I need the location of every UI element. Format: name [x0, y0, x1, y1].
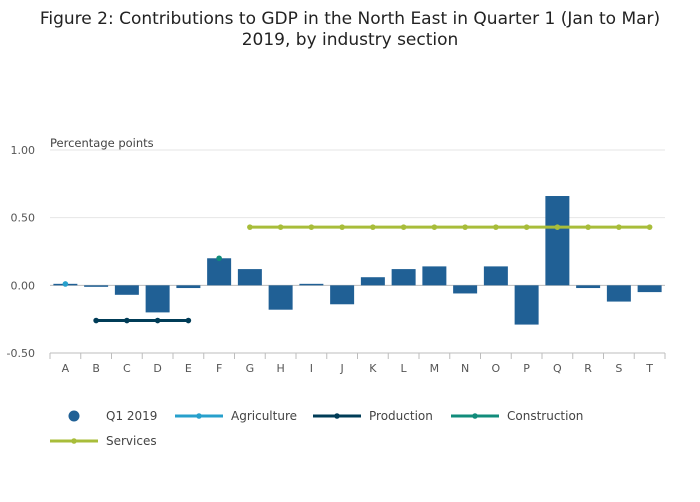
- bar: [268, 285, 293, 310]
- x-tick-label: S: [615, 362, 622, 375]
- bar: [391, 269, 416, 286]
- bars: [53, 196, 662, 325]
- series-point: [554, 224, 561, 230]
- y-axis-ticks: 1.00 0.50 0.00 -0.50: [7, 144, 35, 360]
- series-point: [308, 224, 315, 230]
- bar: [483, 266, 508, 286]
- legend-marker: [196, 413, 202, 419]
- series-point: [493, 224, 499, 230]
- legend-marker: [71, 438, 77, 444]
- x-tick-label: K: [369, 362, 377, 375]
- bar: [207, 258, 232, 286]
- chart-title-line-1: Figure 2: Contributions to GDP in the No…: [40, 9, 660, 29]
- legend-label: Q1 2019: [106, 409, 157, 423]
- bar: [330, 285, 355, 305]
- x-tick-label: I: [310, 362, 313, 375]
- grid-lines: [50, 149, 665, 354]
- y-tick-label: -0.50: [7, 347, 35, 360]
- series-point: [370, 224, 376, 230]
- series-lines: [62, 224, 653, 324]
- x-tick-label: E: [185, 362, 192, 375]
- legend-marker: [68, 410, 80, 422]
- x-tick-label: H: [276, 362, 284, 375]
- bar: [606, 285, 631, 302]
- bar: [576, 285, 601, 289]
- series-point: [616, 224, 622, 230]
- series-point: [431, 224, 438, 230]
- chart-title-line-2: 2019, by industry section: [242, 30, 459, 50]
- series-point: [523, 224, 530, 230]
- bar: [114, 285, 139, 295]
- x-tick-label: R: [584, 362, 592, 375]
- x-axis: A B C D E F G H I J K L M N O P Q R S T: [49, 352, 666, 375]
- y-axis-label: Percentage points: [50, 136, 154, 150]
- y-tick-label: 0.50: [11, 212, 36, 225]
- series-point: [124, 317, 130, 324]
- series-point: [339, 224, 345, 230]
- x-tick-label: C: [123, 362, 131, 375]
- legend-marker: [334, 413, 340, 419]
- bar: [422, 266, 447, 286]
- x-tick-label: L: [401, 362, 408, 375]
- series-point: [462, 224, 468, 230]
- legend-label: Construction: [507, 409, 583, 423]
- x-tick-label: D: [153, 362, 161, 375]
- y-tick-label: 1.00: [11, 144, 36, 157]
- x-tick-label: A: [62, 362, 70, 375]
- bar: [237, 269, 262, 286]
- x-tick-label: T: [645, 362, 653, 375]
- x-tick-label: J: [340, 362, 344, 375]
- x-tick-label: P: [523, 362, 530, 375]
- series-point: [646, 224, 653, 230]
- series-point: [154, 317, 161, 324]
- legend-label: Agriculture: [231, 409, 297, 423]
- x-tick-label: M: [430, 362, 440, 375]
- series-point: [185, 317, 192, 324]
- bar: [84, 285, 109, 287]
- bar: [453, 285, 478, 294]
- series-point: [93, 317, 99, 324]
- series-point: [216, 255, 222, 262]
- bar: [514, 285, 539, 325]
- bar: [299, 283, 324, 286]
- x-tick-label: Q: [553, 362, 562, 375]
- x-tick-label: G: [246, 362, 255, 375]
- legend-label: Production: [369, 409, 433, 423]
- series-point: [585, 224, 591, 230]
- bar: [145, 285, 170, 313]
- bar: [545, 196, 570, 286]
- x-tick-label: F: [216, 362, 222, 375]
- bar: [176, 285, 201, 289]
- bar: [360, 277, 385, 286]
- legend-label: Services: [106, 434, 157, 448]
- bar: [637, 285, 662, 293]
- series-point: [400, 224, 407, 230]
- legend-marker: [472, 413, 478, 419]
- series-point: [247, 224, 253, 230]
- y-tick-label: 0.00: [11, 279, 36, 292]
- series-point: [277, 224, 284, 230]
- x-tick-label: B: [92, 362, 100, 375]
- legend: Q1 2019 Agriculture Production Construction…: [50, 409, 583, 448]
- x-tick-label: O: [492, 362, 501, 375]
- series-point: [62, 281, 69, 287]
- x-tick-label: N: [461, 362, 469, 375]
